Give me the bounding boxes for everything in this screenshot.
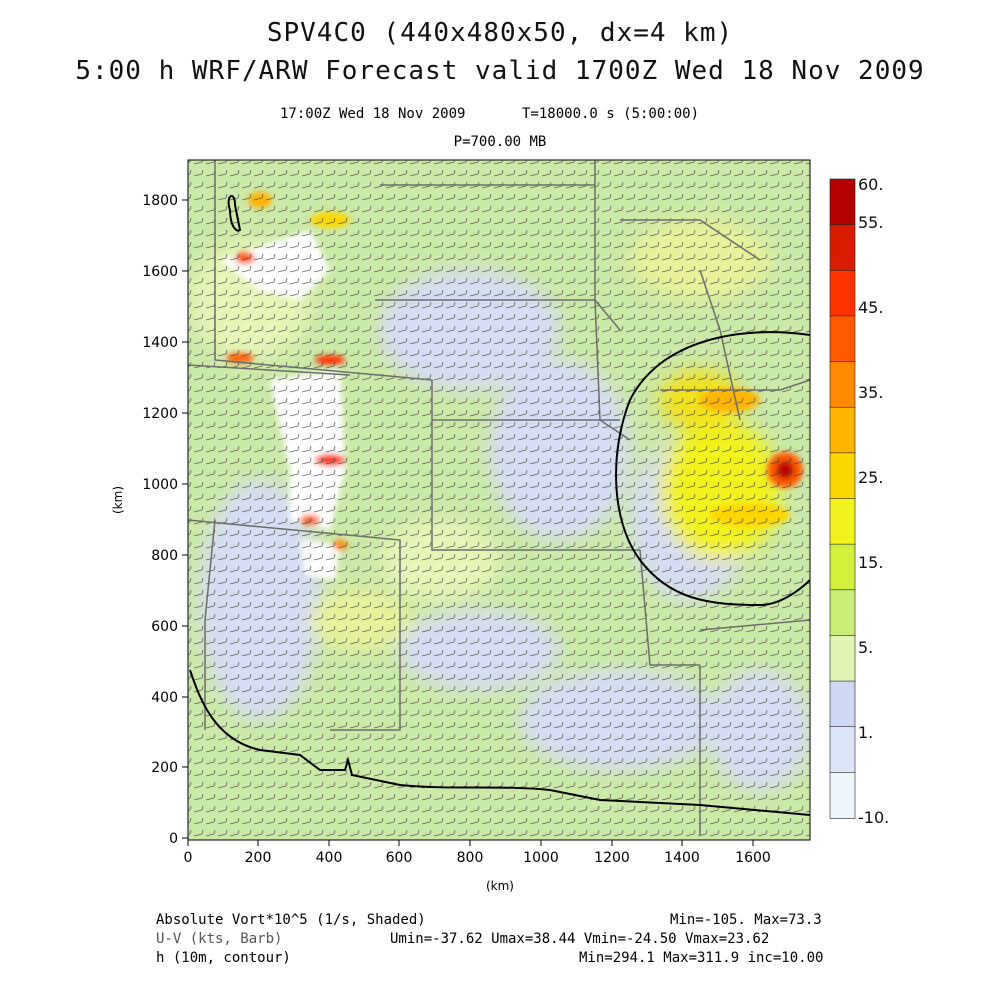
vorticity-shading [188, 160, 810, 840]
colorbar-label-5: 5. [858, 638, 873, 657]
pressure-level-label: P=700.00 MB [453, 134, 547, 150]
colorbar-swatch-7 [829, 498, 856, 545]
colorbar-label-55: 55. [858, 213, 883, 232]
colorbar-label-35: 35. [858, 383, 883, 402]
colorbar-swatch-4 [829, 361, 856, 409]
y-tick-200: 200 [151, 760, 188, 776]
footer-vorticity-label: Absolute Vort*10^5 (1/s, Shaded) [156, 912, 426, 928]
y-axis-label: (km) [111, 486, 125, 514]
x-tick-0: 0 [184, 840, 193, 866]
y-tick-label-600: 600 [151, 619, 178, 635]
footer-height-label: h (10m, contour) [156, 950, 291, 966]
colorbar-swatch-2 [829, 269, 856, 317]
x-tick-label-800: 800 [457, 850, 484, 866]
y-tick-label-800: 800 [151, 548, 178, 564]
x-tick-label-1600: 1600 [735, 850, 771, 866]
colorbar: 60. 55. 45. 35. 25. 15. 5. 1. -10. [829, 175, 889, 827]
x-tick-200: 200 [245, 840, 272, 866]
y-tick-1200: 1200 [142, 406, 188, 422]
x-tick-1400: 1400 [664, 840, 700, 866]
y-tick-0: 0 [169, 831, 188, 847]
x-tick-label-1000: 1000 [523, 850, 559, 866]
x-tick-600: 600 [386, 840, 413, 866]
model-time-label: T=18000.0 s (5:00:00) [522, 106, 700, 122]
y-tick-800: 800 [151, 548, 188, 564]
x-axis-label: (km) [486, 879, 514, 893]
footer-wind-label: U-V (kts, Barb) [156, 931, 283, 947]
y-tick-label-1200: 1200 [142, 406, 178, 422]
chart-title-line2: 5:00 h WRF/ARW Forecast valid 1700Z Wed … [75, 56, 925, 86]
y-tick-label-1400: 1400 [142, 335, 178, 351]
x-tick-label-400: 400 [316, 850, 343, 866]
footer-height-range: Min=294.1 Max=311.9 inc=10.00 [579, 950, 824, 966]
y-tick-label-1600: 1600 [142, 264, 178, 280]
colorbar-swatch-10 [829, 635, 856, 682]
colorbar-swatch-0 [829, 178, 856, 226]
x-tick-400: 400 [316, 840, 343, 866]
colorbar-swatch-3 [829, 315, 856, 363]
colorbar-label-45: 45. [858, 298, 883, 317]
colorbar-swatches [829, 178, 856, 819]
colorbar-swatch-8 [829, 543, 856, 591]
plot-frame [187, 159, 811, 841]
colorbar-label-25: 25. [858, 468, 883, 487]
colorbar-label-neg10: -10. [858, 808, 889, 827]
y-axis: 0 200 400 600 800 1000 1200 1400 1600 18… [142, 193, 188, 847]
footer-wind-range: Umin=-37.62 Umax=38.44 Vmin=-24.50 Vmax=… [390, 931, 770, 947]
x-tick-label-0: 0 [184, 850, 193, 866]
state-boundaries [188, 160, 810, 835]
y-tick-1000: 1000 [142, 477, 188, 493]
height-contours [189, 195, 810, 816]
y-tick-label-1800: 1800 [142, 193, 178, 209]
colorbar-swatch-6 [829, 452, 856, 500]
y-tick-label-1000: 1000 [142, 477, 178, 493]
colorbar-label-1: 1. [858, 723, 873, 742]
x-tick-label-1200: 1200 [594, 850, 630, 866]
colorbar-swatch-5 [829, 406, 856, 454]
y-tick-label-400: 400 [151, 690, 178, 706]
y-tick-1400: 1400 [142, 335, 188, 351]
y-tick-label-0: 0 [169, 831, 178, 847]
valid-time-label: 17:00Z Wed 18 Nov 2009 [280, 106, 466, 122]
colorbar-swatch-12 [829, 726, 856, 774]
y-tick-label-200: 200 [151, 760, 178, 776]
x-tick-1600: 1600 [735, 840, 771, 866]
colorbar-swatch-11 [829, 680, 856, 728]
x-tick-800: 800 [457, 840, 484, 866]
colorbar-label-15: 15. [858, 553, 883, 572]
x-axis: 0 200 400 600 800 1000 1200 1400 1600 [184, 840, 771, 866]
x-tick-label-1400: 1400 [664, 850, 700, 866]
colorbar-swatch-9 [829, 589, 856, 637]
x-tick-label-600: 600 [386, 850, 413, 866]
chart-title-line1: SPV4C0 (440x480x50, dx=4 km) [266, 18, 734, 48]
x-tick-1200: 1200 [594, 840, 630, 866]
footer-vorticity-range: Min=-105. Max=73.3 [670, 912, 822, 928]
colorbar-label-60: 60. [858, 175, 883, 194]
y-tick-1600: 1600 [142, 264, 188, 280]
colorbar-swatch-13 [829, 772, 856, 819]
x-tick-label-200: 200 [245, 850, 272, 866]
colorbar-swatch-1 [829, 224, 856, 272]
y-tick-400: 400 [151, 690, 188, 706]
y-tick-600: 600 [151, 619, 188, 635]
x-tick-1000: 1000 [523, 840, 559, 866]
y-tick-1800: 1800 [142, 193, 188, 209]
